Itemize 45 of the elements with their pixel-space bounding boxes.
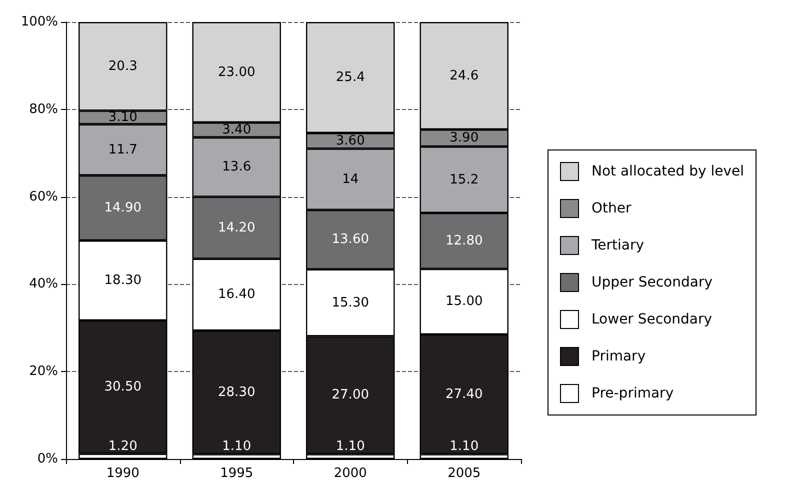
data-label: 1.20 [108,438,138,454]
legend-label: Pre-primary [592,386,674,402]
data-label: 28.30 [218,384,256,400]
data-label: 20.3 [108,58,138,74]
data-label: 18.30 [104,272,142,288]
data-label: 14.20 [218,220,256,236]
data-label: 15.30 [332,295,369,310]
legend-label: Not allocated by level [592,164,744,180]
data-label: 24.6 [450,68,479,84]
x-tick-label: 1995 [220,466,254,481]
data-label: 14.90 [104,200,142,216]
data-label: 13.6 [222,160,252,175]
y-tick-label: 60% [29,189,58,204]
legend-label: Lower Secondary [592,312,712,328]
data-label: 27.00 [332,388,369,403]
data-label: 15.2 [450,172,479,188]
data-label: 15.00 [446,294,483,310]
data-label: 12.80 [446,233,483,248]
y-tick-label: 20% [29,364,58,380]
y-tick-label: 80% [29,102,58,117]
legend-label: Upper Secondary [592,274,712,290]
data-label: 3.60 [336,133,365,148]
data-label: 1.10 [336,439,365,454]
data-label: 3.40 [222,122,252,138]
data-label: 13.60 [332,232,369,248]
legend-label: Tertiary [590,238,644,254]
data-label: 11.7 [108,142,138,158]
data-label: 3.90 [450,130,479,146]
legend-label: Other [592,200,632,216]
x-tick-label: 1990 [106,466,140,481]
x-tick-label: 2000 [334,466,367,481]
data-label: 1.10 [450,439,479,454]
x-tick-label: 2005 [448,466,481,481]
data-label: 30.50 [104,380,142,395]
data-label: 14 [342,172,359,187]
legend-label: Primary [592,348,646,364]
data-label: 27.40 [446,386,483,402]
data-label: 23.00 [218,64,256,80]
y-tick-label: 40% [29,276,58,292]
data-label: 16.40 [218,287,256,302]
data-label: 3.10 [108,110,138,125]
data-label: 25.4 [336,70,365,85]
data-label: 1.10 [222,439,252,454]
y-tick-label: 0% [37,452,58,466]
y-tick-label: 100% [20,14,58,30]
